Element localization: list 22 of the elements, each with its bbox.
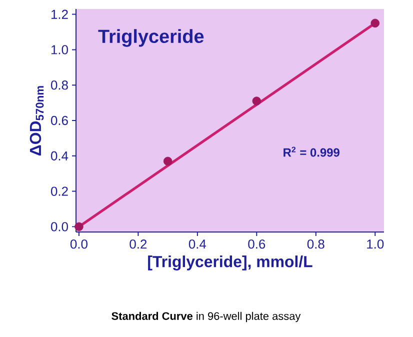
text: Triglyceride [98,29,204,47]
point [370,18,380,28]
x-tick-label: 0.0 [70,240,88,249]
x-tick-label: 1.0 [367,240,384,249]
y-tick-label: 0.6 [50,116,68,126]
x-tick-label: 0.4 [188,240,206,249]
y-tick-label: 0.4 [50,151,68,160]
x-tick-label: 0.8 [307,240,324,249]
point [163,156,172,166]
text: Standard Curve in 96-well plate assay [112,312,301,322]
y-tick-label: 1.2 [51,10,68,19]
x-tick-label: 0.2 [130,240,147,249]
y-axis-title: ΔOD$_{570nm}$ [30,86,44,156]
y-tick-label: 1.0 [51,45,68,54]
y-tick-label: 0.0 [50,222,68,232]
annotation: R$^{2}$ = 0.999 [284,146,340,157]
x-tick-label: 0.6 [248,240,266,249]
y-tick-label: 0.8 [50,80,68,90]
point [74,222,84,232]
x-axis-title: [Triglyceride], mmol/L [148,256,312,270]
y-tick-label: 0.2 [50,186,68,196]
point [252,96,262,106]
